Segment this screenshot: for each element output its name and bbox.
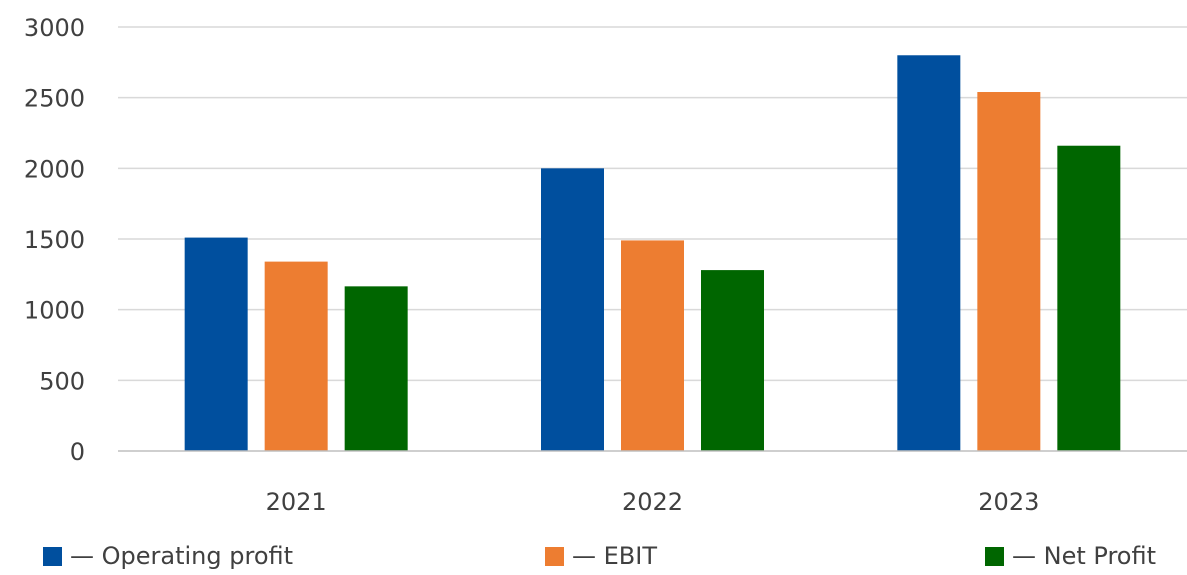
bar-2021-series-2 — [264, 261, 328, 451]
legend-label: — Net Profit — [1012, 542, 1156, 570]
y-tick-label: 3000 — [24, 14, 85, 42]
bar-2021-series-3 — [344, 286, 408, 451]
y-tick-label: 0 — [70, 438, 85, 466]
bar-2022-series-2 — [621, 240, 684, 451]
bar-2022-series-3 — [701, 270, 764, 451]
bar-2023-series-1 — [897, 55, 961, 452]
bar-2021-series-1 — [184, 237, 248, 451]
x-category-label: 2023 — [978, 488, 1039, 516]
y-tick-label: 500 — [39, 367, 85, 395]
x-axis-category-labels: 2021 2022 2023 — [266, 488, 1040, 516]
legend: — Operating profit — EBIT — Net Profit — [43, 542, 1156, 570]
y-tick-label: 2000 — [24, 155, 85, 183]
y-tick-label: 2500 — [24, 85, 85, 113]
bar-2023-series-2 — [977, 92, 1041, 451]
y-axis-tick-labels: 0 500 1000 1500 2000 2500 3000 — [24, 14, 85, 466]
legend-swatch — [545, 547, 564, 566]
legend-label: — EBIT — [572, 542, 657, 570]
legend-swatch — [985, 547, 1004, 566]
x-category-label: 2022 — [622, 488, 683, 516]
legend-swatch — [43, 547, 62, 566]
legend-label: — Operating profit — [70, 542, 293, 570]
y-tick-label: 1000 — [24, 297, 85, 325]
bars — [184, 55, 1121, 452]
y-tick-label: 1500 — [24, 226, 85, 254]
x-category-label: 2021 — [266, 488, 327, 516]
bar-2022-series-1 — [541, 168, 604, 452]
bar-2023-series-3 — [1057, 145, 1121, 451]
